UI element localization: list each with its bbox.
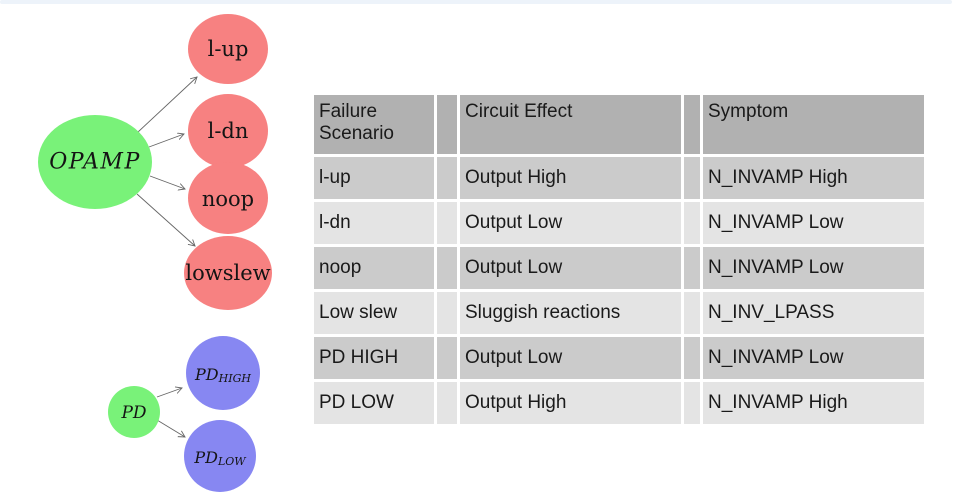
table-spacer-cell xyxy=(684,202,700,244)
failure-node-lup-label: l-up xyxy=(208,37,249,61)
opamp-node-label: OPAMP xyxy=(49,150,141,175)
table-spacer-cell xyxy=(437,157,457,199)
table-spacer-cell xyxy=(684,247,700,289)
table-cell-scenario: Low slew xyxy=(314,292,434,334)
table-spacer-cell xyxy=(684,157,700,199)
table-cell-scenario: l-dn xyxy=(314,202,434,244)
edge-opamp-lup xyxy=(137,77,197,133)
table-cell-scenario: l-up xyxy=(314,157,434,199)
table-cell-effect: Output Low xyxy=(460,202,681,244)
pd-high-base: PD xyxy=(194,365,219,384)
failure-node-ldn xyxy=(188,94,268,168)
table-cell-symptom: N_INVAMP Low xyxy=(703,337,924,379)
opamp-node xyxy=(38,115,152,209)
pd-high-node-label: PDHIGH xyxy=(194,365,251,385)
failure-node-lup xyxy=(188,14,268,84)
pd-low-sub: LOW xyxy=(217,455,247,468)
pd-low-base: PD xyxy=(193,448,218,467)
failure-scenario-table: Failure Scenario Circuit Effect Symptom … xyxy=(314,95,924,424)
pd-node-label: PD xyxy=(120,403,146,423)
table-header-spacer xyxy=(437,95,457,154)
table-spacer-cell xyxy=(437,337,457,379)
failure-node-noop-label: noop xyxy=(202,187,254,211)
table-header-failure-scenario: Failure Scenario xyxy=(314,95,434,154)
pd-low-node-label: PDLOW xyxy=(193,448,247,468)
table-spacer-cell xyxy=(684,382,700,424)
failure-node-lowslew-label: lowslew xyxy=(185,261,270,285)
table-header-circuit-effect: Circuit Effect xyxy=(460,95,681,154)
table-cell-effect: Output High xyxy=(460,382,681,424)
table-spacer-cell xyxy=(437,247,457,289)
table-header-spacer xyxy=(684,95,700,154)
table-cell-symptom: N_INVAMP High xyxy=(703,157,924,199)
table-cell-symptom: N_INV_LPASS xyxy=(703,292,924,334)
failure-node-noop xyxy=(188,162,268,234)
table-spacer-cell xyxy=(437,202,457,244)
table-spacer-cell xyxy=(684,292,700,334)
table-cell-scenario: PD HIGH xyxy=(314,337,434,379)
table-cell-scenario: noop xyxy=(314,247,434,289)
table-cell-symptom: N_INVAMP Low xyxy=(703,202,924,244)
pd-high-node xyxy=(186,336,260,410)
table-cell-effect: Output Low xyxy=(460,337,681,379)
table-cell-effect: Output Low xyxy=(460,247,681,289)
pd-high-sub: HIGH xyxy=(218,372,252,385)
table-cell-symptom: N_INVAMP Low xyxy=(703,247,924,289)
edge-opamp-lowslew xyxy=(136,193,195,246)
table-header-symptom: Symptom xyxy=(703,95,924,154)
pd-node xyxy=(108,386,160,438)
fault-tree-diagram: OPAMP l-up l-dn noop lowslew PD PDHIGH P… xyxy=(38,14,272,492)
pd-low-node xyxy=(184,420,256,492)
table-spacer-cell xyxy=(437,382,457,424)
table-spacer-cell xyxy=(684,337,700,379)
edge-pd-pdlow xyxy=(156,419,185,437)
table-cell-symptom: N_INVAMP High xyxy=(703,382,924,424)
table-cell-effect: Sluggish reactions xyxy=(460,292,681,334)
top-accent-strip xyxy=(0,0,952,4)
edge-pd-pdhigh xyxy=(156,388,182,398)
failure-node-ldn-label: l-dn xyxy=(208,119,249,143)
table-cell-scenario: PD LOW xyxy=(314,382,434,424)
table-cell-effect: Output High xyxy=(460,157,681,199)
failure-node-lowslew xyxy=(184,236,272,310)
table-spacer-cell xyxy=(437,292,457,334)
edge-opamp-ldn xyxy=(148,134,184,148)
edge-opamp-noop xyxy=(149,175,185,189)
